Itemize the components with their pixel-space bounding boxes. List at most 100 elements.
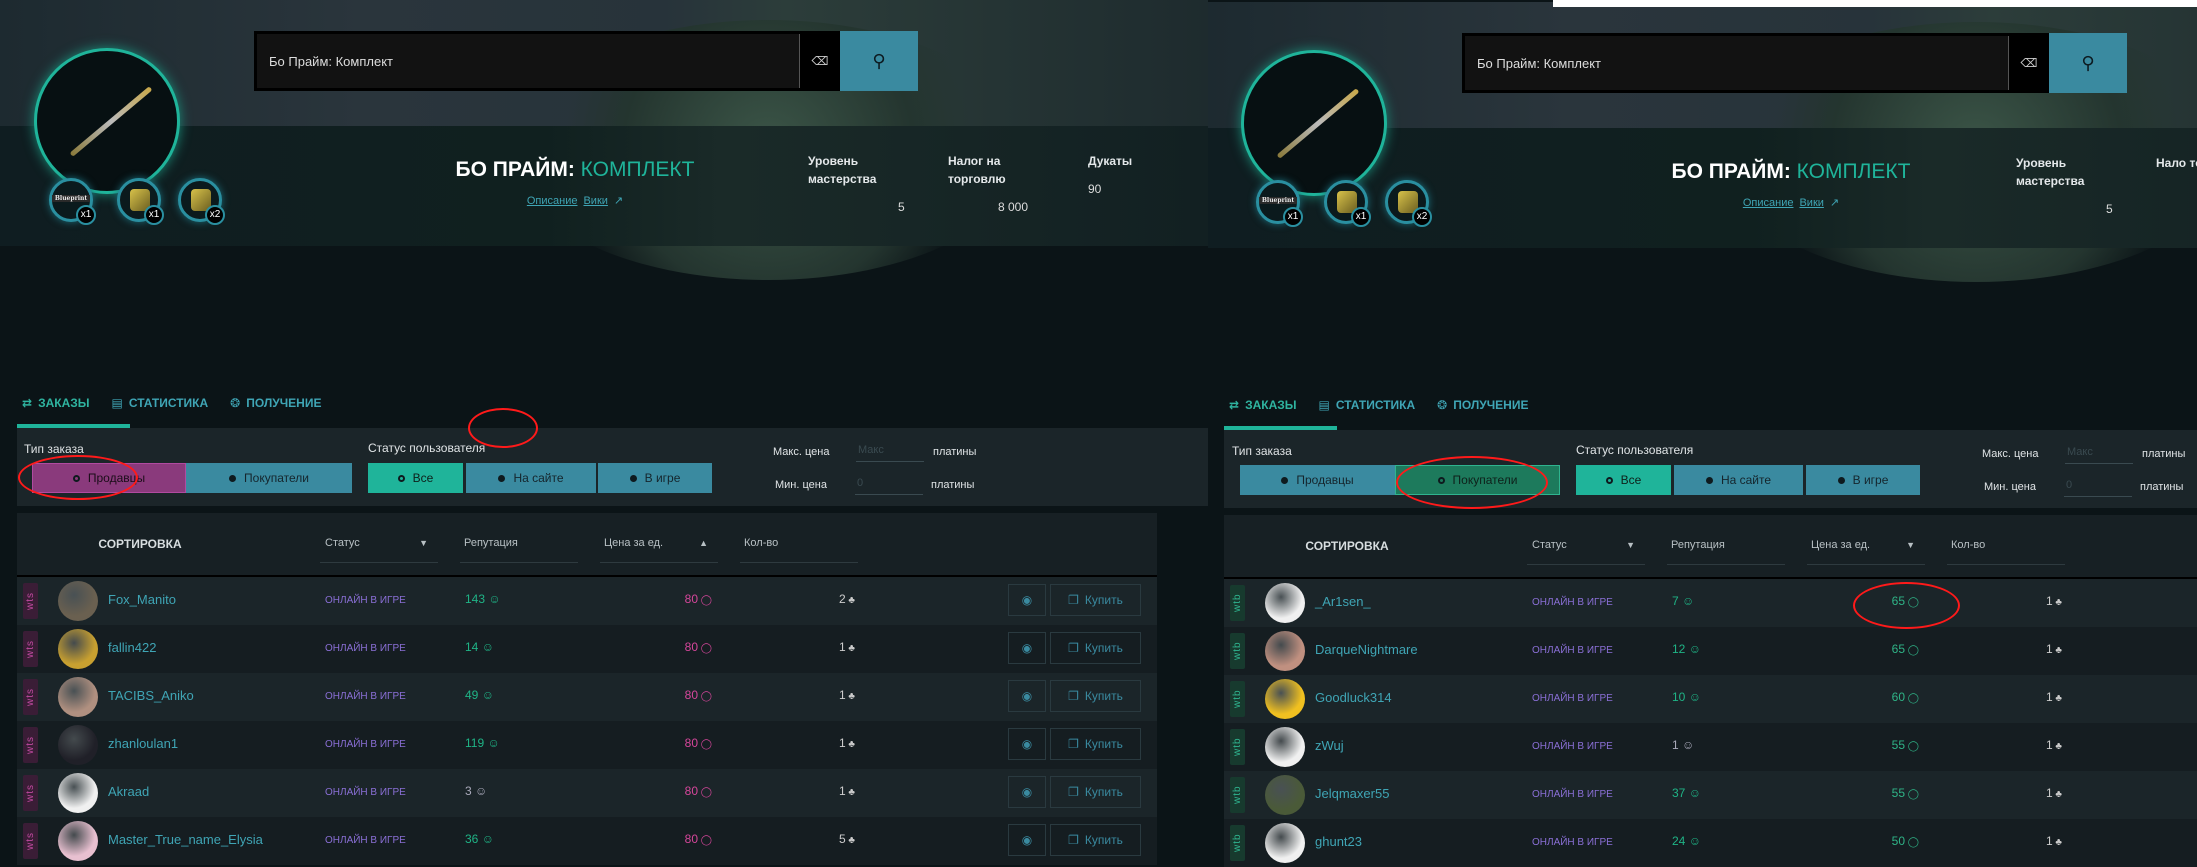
username-link[interactable]: TACIBS_Aniko <box>108 688 194 703</box>
chat-button[interactable]: ◉ <box>1008 680 1046 712</box>
avatar[interactable] <box>58 773 98 813</box>
tab-0[interactable]: ⇄ ЗАКАЗЫ <box>1229 398 1297 412</box>
reputation-value: 49 <box>465 688 479 702</box>
avatar[interactable] <box>1265 631 1305 671</box>
column-header-price[interactable]: Цена за ед. ▲ <box>600 533 718 563</box>
set-part-2[interactable]: x2 <box>1385 180 1432 227</box>
status-all-button[interactable]: Все <box>368 463 463 493</box>
table-row: wtb ghunt23 ОНЛАЙН В ИГРЕ 24 ☺ 50 ◯ 1 ♣ <box>1224 819 2197 867</box>
column-label: Кол-во <box>1951 539 1986 551</box>
column-label: Статус <box>325 537 360 549</box>
stack-icon: ♣ <box>2052 741 2062 752</box>
copy-icon: ❐ <box>1068 641 1079 655</box>
status-site-button[interactable]: На сайте <box>1674 465 1803 495</box>
username-link[interactable]: Akraad <box>108 784 150 799</box>
tab-2[interactable]: ❂ ПОЛУЧЕНИЕ <box>230 396 321 410</box>
username-link[interactable]: Goodluck314 <box>1315 690 1392 705</box>
set-part-2[interactable]: x2 <box>178 178 225 225</box>
set-part-1[interactable]: x1 <box>1324 180 1371 227</box>
search-input[interactable]: Бо Прайм: Комплект <box>1465 36 2009 90</box>
username-link[interactable]: _Ar1sen_ <box>1315 594 1371 609</box>
username-link[interactable]: zWuj <box>1315 738 1344 753</box>
min-price-input[interactable]: 0 <box>2064 475 2132 497</box>
avatar[interactable] <box>58 629 98 669</box>
buy-button[interactable]: ❐ Купить <box>1050 680 1141 712</box>
reputation-value: 119 <box>465 736 485 750</box>
search-button[interactable]: ⚲ <box>2049 33 2127 93</box>
buyers-button[interactable]: Покупатели <box>1395 465 1560 495</box>
chat-button[interactable]: ◉ <box>1008 824 1046 856</box>
avatar[interactable] <box>58 677 98 717</box>
status-site-button[interactable]: На сайте <box>466 463 596 493</box>
username-link[interactable]: Fox_Manito <box>108 592 176 607</box>
clear-search-button[interactable]: ⌫ <box>2020 56 2038 70</box>
column-header-rep[interactable]: Репутация <box>460 533 578 563</box>
sellers-button[interactable]: Продавцы <box>32 463 186 493</box>
stat-label: Уровень мастерства <box>808 154 877 186</box>
set-part-1[interactable]: x1 <box>117 178 164 225</box>
tab-2[interactable]: ❂ ПОЛУЧЕНИЕ <box>1437 398 1528 412</box>
description-link[interactable]: Описание <box>1742 197 1794 209</box>
username-link[interactable]: zhanloulan1 <box>108 736 179 751</box>
username-link[interactable]: fallin422 <box>108 640 157 655</box>
clear-search-button[interactable]: ⌫ <box>811 54 829 68</box>
buyers-button[interactable]: Покупатели <box>186 463 352 493</box>
status-game-button[interactable]: В игре <box>598 463 712 493</box>
buy-button[interactable]: ❐ Купить <box>1050 584 1141 616</box>
username-link[interactable]: DarqueNightmare <box>1315 642 1418 657</box>
sellers-button[interactable]: Продавцы <box>1240 465 1395 495</box>
set-part-0[interactable]: Blueprint x1 <box>49 178 96 225</box>
tab-label: СТАТИСТИКА <box>128 396 209 410</box>
item-image <box>1241 50 1387 196</box>
tab-1[interactable]: ▤ СТАТИСТИКА <box>112 396 209 410</box>
search-input[interactable]: Бо Прайм: Комплект <box>257 34 800 88</box>
quantity: 1 ♣ <box>815 640 855 654</box>
username-link[interactable]: ghunt23 <box>1315 834 1362 849</box>
column-header-rep[interactable]: Репутация <box>1667 535 1785 565</box>
buy-button[interactable]: ❐ Купить <box>1050 632 1141 664</box>
avatar[interactable] <box>58 581 98 621</box>
max-price-input[interactable]: Макс <box>856 440 924 462</box>
smiley-icon: ☺ <box>485 592 501 606</box>
buy-button[interactable]: ❐ Купить <box>1050 776 1141 808</box>
reputation: 3 ☺ <box>465 784 487 798</box>
status-game-button[interactable]: В игре <box>1806 465 1920 495</box>
avatar[interactable] <box>58 725 98 765</box>
column-header-price[interactable]: Цена за ед. ▼ <box>1807 535 1925 565</box>
chat-button[interactable]: ◉ <box>1008 728 1046 760</box>
tab-1[interactable]: ▤ СТАТИСТИКА <box>1319 398 1416 412</box>
avatar[interactable] <box>1265 823 1305 863</box>
set-part-0[interactable]: Blueprint x1 <box>1256 180 1303 227</box>
status-all-button[interactable]: Все <box>1576 465 1671 495</box>
search-button[interactable]: ⚲ <box>840 31 918 91</box>
chat-button[interactable]: ◉ <box>1008 776 1046 808</box>
table-row: wtb DarqueNightmare ОНЛАЙН В ИГРЕ 12 ☺ 65 ◯ 1… <box>1224 627 2197 675</box>
buy-button[interactable]: ❐ Купить <box>1050 824 1141 856</box>
max-price-input[interactable]: Макс <box>2065 442 2133 464</box>
table-row: wts fallin422 ОНЛАЙН В ИГРЕ 14 ☺ 80 ◯ 1 ♣ ◉ ❐ Ку… <box>17 625 1157 673</box>
avatar[interactable] <box>58 821 98 861</box>
sort-desc-icon: ▼ <box>1626 540 1635 550</box>
reputation: 24 ☺ <box>1672 834 1701 848</box>
description-link[interactable]: Описание <box>526 195 578 207</box>
tab-label: СТАТИСТИКА <box>1335 398 1416 412</box>
avatar[interactable] <box>1265 583 1305 623</box>
username-link[interactable]: Master_True_name_Elysia <box>108 832 263 847</box>
stack-icon: ♣ <box>2052 645 2062 656</box>
chat-button[interactable]: ◉ <box>1008 632 1046 664</box>
smiley-icon: ☺ <box>478 832 494 846</box>
chat-button[interactable]: ◉ <box>1008 584 1046 616</box>
column-header-qty[interactable]: Кол-во <box>740 533 858 563</box>
wiki-link[interactable]: Вики <box>583 195 608 207</box>
column-header-status[interactable]: Статус ▼ <box>320 533 438 563</box>
tab-0[interactable]: ⇄ ЗАКАЗЫ <box>22 396 90 410</box>
column-header-status[interactable]: Статус ▼ <box>1527 535 1645 565</box>
buy-button[interactable]: ❐ Купить <box>1050 728 1141 760</box>
column-header-qty[interactable]: Кол-во <box>1947 535 2065 565</box>
avatar[interactable] <box>1265 727 1305 767</box>
avatar[interactable] <box>1265 775 1305 815</box>
min-price-input[interactable]: 0 <box>855 473 923 495</box>
avatar[interactable] <box>1265 679 1305 719</box>
username-link[interactable]: Jelqmaxer55 <box>1315 786 1390 801</box>
wiki-link[interactable]: Вики <box>1799 197 1824 209</box>
